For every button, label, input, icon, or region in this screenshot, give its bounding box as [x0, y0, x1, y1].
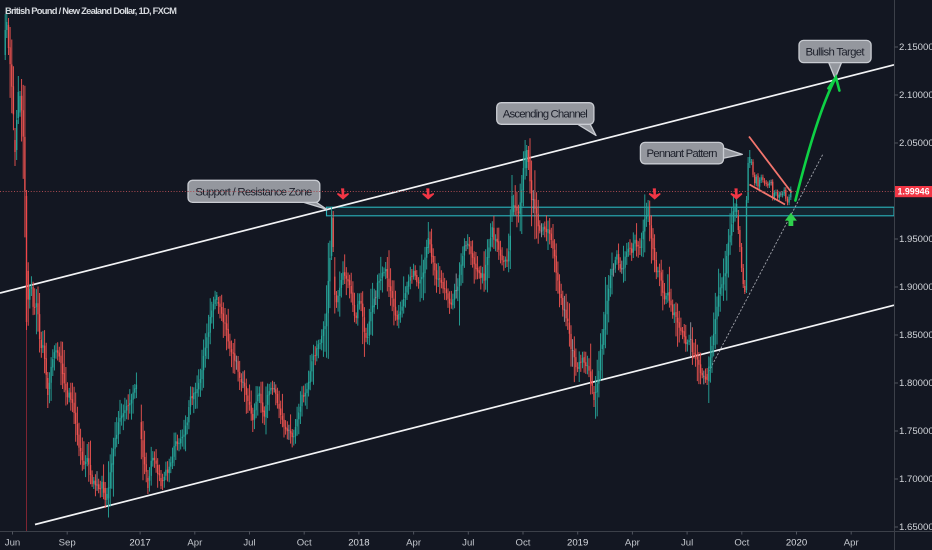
svg-text:2.10000: 2.10000	[899, 90, 932, 101]
svg-text:2017: 2017	[129, 538, 150, 549]
svg-text:Jul: Jul	[243, 538, 255, 549]
svg-text:Jul: Jul	[462, 538, 474, 549]
svg-text:Jul: Jul	[681, 538, 693, 549]
svg-text:2018: 2018	[348, 538, 369, 549]
svg-text:1.95000: 1.95000	[899, 234, 932, 245]
svg-text:Jun: Jun	[5, 538, 20, 549]
svg-text:1.70000: 1.70000	[899, 474, 932, 485]
svg-text:Apr: Apr	[844, 538, 860, 549]
svg-text:2.05000: 2.05000	[899, 138, 932, 149]
svg-text:Oct: Oct	[516, 538, 531, 549]
svg-text:1.90000: 1.90000	[899, 282, 932, 293]
svg-text:2.15000: 2.15000	[899, 42, 932, 53]
svg-text:Sep: Sep	[59, 538, 76, 549]
svg-text:British Pound / New Zealand Do: British Pound / New Zealand Dollar, 1D, …	[5, 5, 177, 16]
svg-text:Oct: Oct	[734, 538, 749, 549]
svg-text:1.65000: 1.65000	[899, 522, 932, 533]
svg-text:Bullish Target: Bullish Target	[806, 46, 866, 58]
svg-text:Apr: Apr	[187, 538, 203, 549]
svg-text:1.99946: 1.99946	[897, 187, 929, 197]
svg-text:1.75000: 1.75000	[899, 426, 932, 437]
svg-text:Apr: Apr	[406, 538, 422, 549]
svg-text:Pennant Pattern: Pennant Pattern	[647, 148, 718, 160]
svg-text:2020: 2020	[786, 538, 807, 549]
svg-text:1.85000: 1.85000	[899, 330, 932, 341]
svg-text:Oct: Oct	[297, 538, 312, 549]
svg-text:Ascending Channel: Ascending Channel	[503, 108, 588, 120]
svg-text:Apr: Apr	[625, 538, 641, 549]
svg-text:2019: 2019	[567, 538, 588, 549]
svg-text:Support / Resistance Zone: Support / Resistance Zone	[195, 186, 312, 198]
svg-text:1.80000: 1.80000	[899, 378, 932, 389]
